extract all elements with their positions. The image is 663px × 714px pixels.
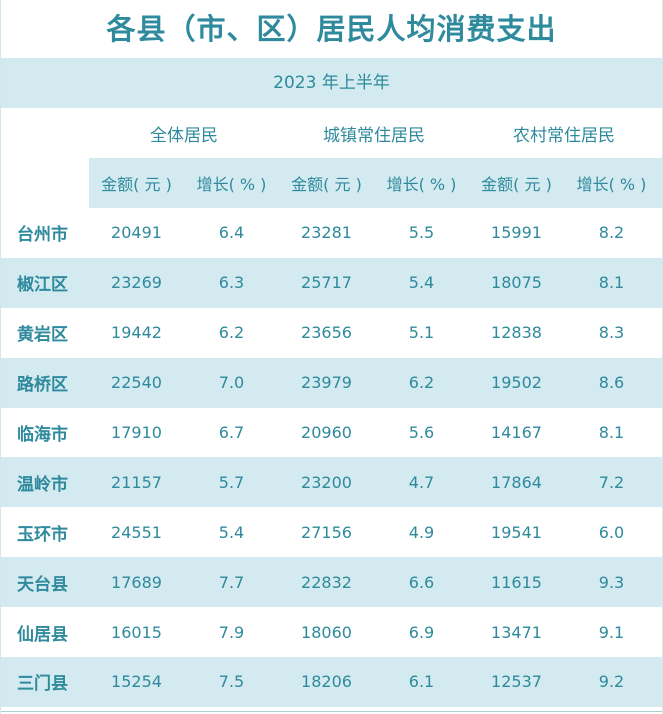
cell-growth: 7.2: [598, 472, 625, 492]
group-urban-residents: 城镇常住居民: [323, 125, 425, 146]
cell-growth: 9.1: [598, 622, 625, 642]
cell-growth: 7.9: [218, 622, 245, 642]
cell-growth: 9.3: [598, 572, 625, 592]
cell-growth: 6.9: [408, 622, 435, 642]
group-header-row: 全体居民 城镇常住居民 农村常住居民: [1, 108, 662, 158]
cell-growth: 6.3: [218, 273, 245, 293]
cell-amount: 20960: [301, 423, 352, 442]
subheader-growth: 增长( % ): [196, 175, 267, 194]
cell-amount: 14167: [491, 423, 542, 442]
cell-growth: 6.2: [408, 373, 435, 393]
cell-amount: 17910: [111, 423, 162, 442]
cell-growth: 8.1: [598, 423, 625, 442]
table-row: 仙居县 16015 7.9 18060 6.9 13471 9.1: [1, 607, 662, 657]
row-region-name: 黄岩区: [17, 325, 68, 346]
cell-growth: 8.2: [598, 223, 625, 243]
cell-amount: 27156: [301, 522, 352, 542]
cell-amount: 12537: [491, 672, 542, 692]
cell-amount: 23281: [301, 223, 352, 243]
cell-amount: 17689: [111, 572, 162, 592]
row-region-name: 椒江区: [17, 275, 68, 296]
cell-growth: 4.9: [408, 522, 435, 542]
row-region-name: 天台县: [17, 574, 68, 595]
cell-growth: 5.7: [218, 472, 245, 492]
cell-growth: 7.5: [218, 672, 245, 692]
row-region-name: 仙居县: [17, 624, 68, 645]
page-title: 各县（市、区）居民人均消费支出: [106, 12, 557, 46]
cell-growth: 7.0: [218, 373, 245, 393]
subheader-growth: 增长( % ): [386, 175, 457, 194]
cell-growth: 5.4: [218, 522, 245, 542]
table-row: 路桥区 22540 7.0 23979 6.2 19502 8.6: [1, 357, 662, 408]
cell-growth: 5.1: [408, 323, 435, 343]
cell-amount: 11615: [491, 572, 542, 592]
cell-growth: 5.5: [408, 223, 435, 243]
cell-growth: 4.7: [408, 472, 435, 492]
cell-amount: 20491: [111, 223, 162, 243]
table-bottom-rule: [1, 711, 662, 712]
cell-amount: 23200: [301, 472, 352, 492]
cell-growth: 5.4: [408, 273, 435, 293]
cell-amount: 15991: [491, 223, 542, 243]
cell-amount: 19541: [491, 522, 542, 542]
table-row: 黄岩区 19442 6.2 23656 5.1 12838 8.3: [1, 308, 662, 358]
subheader-amount: 金额( 元 ): [101, 175, 172, 194]
cell-growth: 7.7: [218, 572, 245, 592]
cell-amount: 23656: [301, 323, 352, 343]
cell-growth: 6.2: [218, 323, 245, 343]
row-region-name: 台州市: [17, 225, 68, 246]
cell-growth: 8.1: [598, 273, 625, 293]
cell-growth: 8.6: [598, 373, 625, 393]
cell-growth: 6.7: [218, 423, 245, 442]
cell-amount: 18206: [301, 672, 352, 692]
cell-amount: 13471: [491, 622, 542, 642]
cell-amount: 18060: [301, 622, 352, 642]
cell-growth: 6.6: [408, 572, 435, 592]
table-row: 温岭市 21157 5.7 23200 4.7 17864 7.2: [1, 457, 662, 508]
cell-amount: 22540: [111, 373, 162, 393]
subheader-row: 金额( 元 ) 增长( % ) 金额( 元 ) 增长( % ) 金额( 元 ) …: [1, 158, 662, 208]
cell-amount: 18075: [491, 273, 542, 293]
row-region-name: 三门县: [17, 674, 68, 695]
cell-amount: 19502: [491, 373, 542, 393]
subheader-amount: 金额( 元 ): [291, 175, 362, 194]
cell-amount: 21157: [111, 472, 162, 492]
subheader-growth: 增长( % ): [576, 175, 647, 194]
table-row: 天台县 17689 7.7 22832 6.6 11615 9.3: [1, 557, 662, 608]
table-row: 台州市 20491 6.4 23281 5.5 15991 8.2: [1, 208, 662, 258]
group-rural-residents: 农村常住居民: [513, 125, 615, 146]
cell-amount: 19442: [111, 323, 162, 343]
table-row: 玉环市 24551 5.4 27156 4.9 19541 6.0: [1, 507, 662, 557]
row-region-name: 温岭市: [17, 474, 68, 495]
table-row: 临海市 17910 6.7 20960 5.6 14167 8.1: [1, 408, 662, 458]
cell-amount: 12838: [491, 323, 542, 343]
cell-amount: 23269: [111, 273, 162, 293]
cell-amount: 24551: [111, 522, 162, 542]
cell-growth: 6.0: [598, 522, 625, 542]
cell-amount: 17864: [491, 472, 542, 492]
table-row: 三门县 15254 7.5 18206 6.1 12537 9.2: [1, 657, 662, 707]
subheader-spacer: [1, 158, 89, 208]
row-region-name: 临海市: [17, 425, 68, 445]
cell-amount: 25717: [301, 273, 352, 293]
table-body: 台州市 20491 6.4 23281 5.5 15991 8.2 椒江区 23269 6.3 25…: [1, 208, 662, 707]
subheader-amount: 金额( 元 ): [481, 175, 552, 194]
cell-amount: 23979: [301, 373, 352, 393]
cell-growth: 6.1: [408, 672, 435, 692]
cell-growth: 9.2: [598, 672, 625, 692]
cell-growth: 5.6: [408, 423, 435, 442]
period-header: 2023 年上半年: [1, 58, 662, 108]
cell-amount: 15254: [111, 672, 162, 692]
table-row: 椒江区 23269 6.3 25717 5.4 18075 8.1: [1, 257, 662, 308]
cell-growth: 8.3: [598, 323, 625, 343]
cell-growth: 6.4: [218, 223, 245, 243]
cell-amount: 16015: [111, 622, 162, 642]
row-region-name: 玉环市: [17, 524, 68, 545]
cell-amount: 22832: [301, 572, 352, 592]
group-all-residents: 全体居民: [150, 125, 218, 146]
row-region-name: 路桥区: [17, 375, 68, 396]
